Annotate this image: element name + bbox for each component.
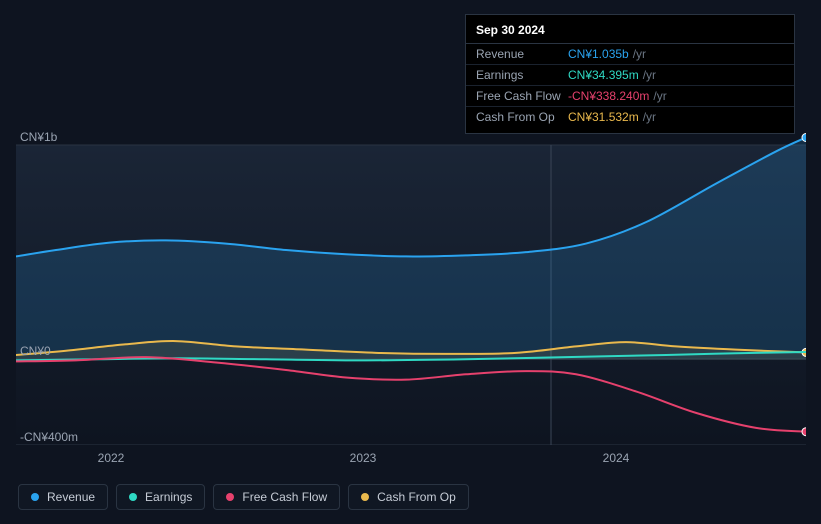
tooltip-metric-unit: /yr [633, 47, 646, 61]
tooltip-metric-unit: /yr [653, 89, 666, 103]
tooltip-row: Cash From OpCN¥31.532m/yr [466, 107, 794, 127]
y-axis-label: -CN¥400m [20, 430, 78, 444]
x-axis-label: 2023 [350, 451, 377, 465]
legend-label: Cash From Op [377, 490, 456, 504]
legend-label: Revenue [47, 490, 95, 504]
legend-swatch [226, 493, 234, 501]
tooltip-metric-value: -CN¥338.240m [568, 89, 649, 103]
tooltip-date: Sep 30 2024 [466, 21, 794, 44]
tooltip-metric-value: CN¥31.532m [568, 110, 639, 124]
y-axis-label: CN¥0 [20, 344, 51, 358]
legend-swatch [31, 493, 39, 501]
legend-item-free-cash-flow[interactable]: Free Cash Flow [213, 484, 340, 510]
x-axis-label: 2024 [603, 451, 630, 465]
tooltip-metric-label: Earnings [476, 68, 568, 82]
x-axis-label: 2022 [98, 451, 125, 465]
tooltip-row: EarningsCN¥34.395m/yr [466, 65, 794, 86]
legend: Revenue Earnings Free Cash Flow Cash From O… [18, 484, 469, 510]
legend-swatch [361, 493, 369, 501]
legend-item-cash-from-op[interactable]: Cash From Op [348, 484, 469, 510]
tooltip-metric-label: Free Cash Flow [476, 89, 568, 103]
legend-label: Free Cash Flow [242, 490, 327, 504]
tooltip-row: RevenueCN¥1.035b/yr [466, 44, 794, 65]
legend-item-revenue[interactable]: Revenue [18, 484, 108, 510]
legend-swatch [129, 493, 137, 501]
tooltip-metric-unit: /yr [643, 110, 656, 124]
tooltip-metric-unit: /yr [643, 68, 656, 82]
financials-chart [16, 125, 806, 445]
chart-svg [16, 125, 806, 445]
y-axis-label: CN¥1b [20, 130, 57, 144]
tooltip-row: Free Cash Flow-CN¥338.240m/yr [466, 86, 794, 107]
tooltip-metric-label: Revenue [476, 47, 568, 61]
tooltip-metric-value: CN¥1.035b [568, 47, 629, 61]
chart-tooltip: Sep 30 2024 RevenueCN¥1.035b/yrEarningsC… [465, 14, 795, 134]
legend-item-earnings[interactable]: Earnings [116, 484, 205, 510]
legend-label: Earnings [145, 490, 192, 504]
tooltip-metric-label: Cash From Op [476, 110, 568, 124]
tooltip-metric-value: CN¥34.395m [568, 68, 639, 82]
